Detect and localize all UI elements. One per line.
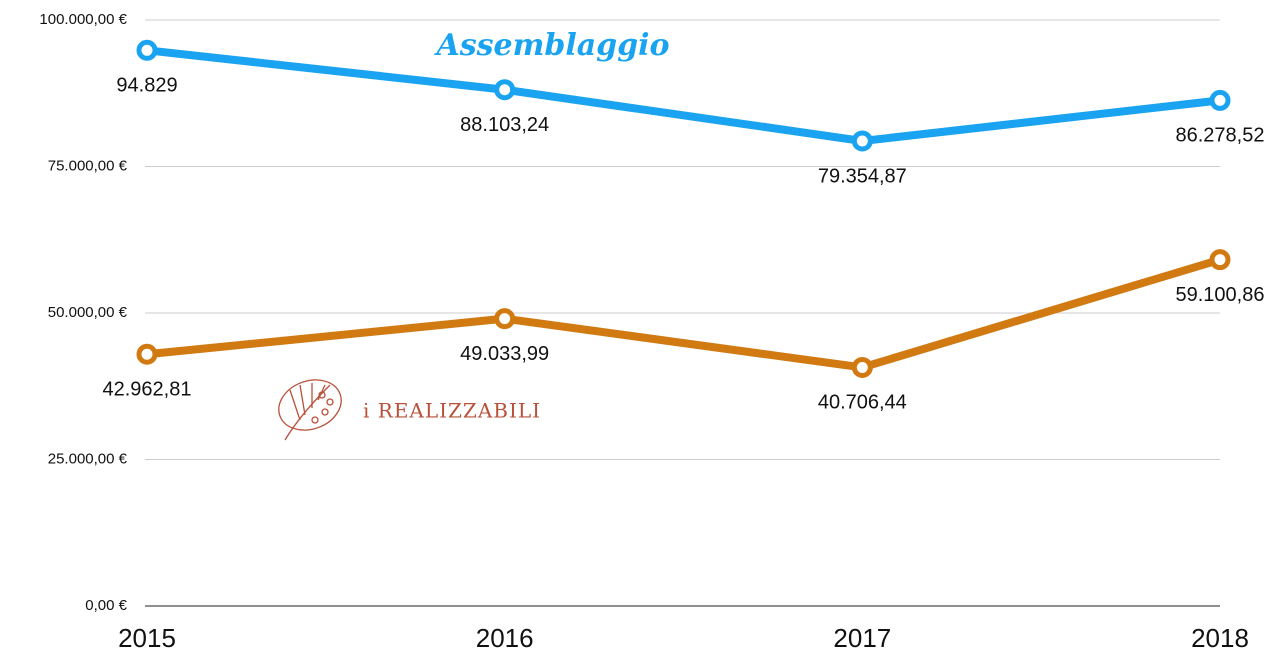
- y-tick-label: 25.000,00 €: [48, 450, 128, 467]
- value-label: 59.100,86: [1176, 284, 1265, 306]
- series-line: [146, 255, 1222, 372]
- value-label: 79.354,87: [818, 165, 907, 187]
- marker: [136, 39, 158, 61]
- marker: [494, 308, 516, 330]
- logo-icon: [278, 379, 342, 441]
- x-tick-label: 2015: [118, 623, 176, 653]
- value-label: 88.103,24: [460, 114, 549, 136]
- y-tick-label: 50.000,00 €: [48, 304, 128, 321]
- value-label: 86.278,52: [1176, 125, 1265, 147]
- x-tick-label: 2016: [476, 623, 534, 653]
- marker: [851, 130, 873, 152]
- marker: [1209, 89, 1231, 111]
- x-tick-label: 2017: [833, 623, 891, 653]
- y-tick-label: 100.000,00 €: [39, 11, 127, 28]
- value-label: 42.962,81: [103, 379, 192, 401]
- marker: [136, 343, 158, 365]
- x-tick-label: 2018: [1191, 623, 1249, 653]
- value-label: 49.033,99: [460, 343, 549, 365]
- series-line: [146, 46, 1221, 145]
- legend-label: i REALIZZABILI: [363, 399, 541, 423]
- marker: [494, 79, 516, 101]
- y-tick-label: 0,00 €: [85, 597, 127, 614]
- marker: [1209, 249, 1231, 271]
- y-tick-label: 75.000,00 €: [48, 157, 128, 174]
- marker: [851, 356, 873, 378]
- legend-label: Assemblaggio: [433, 28, 669, 63]
- value-label: 94.829: [116, 75, 177, 97]
- value-label: 40.706,44: [818, 392, 907, 414]
